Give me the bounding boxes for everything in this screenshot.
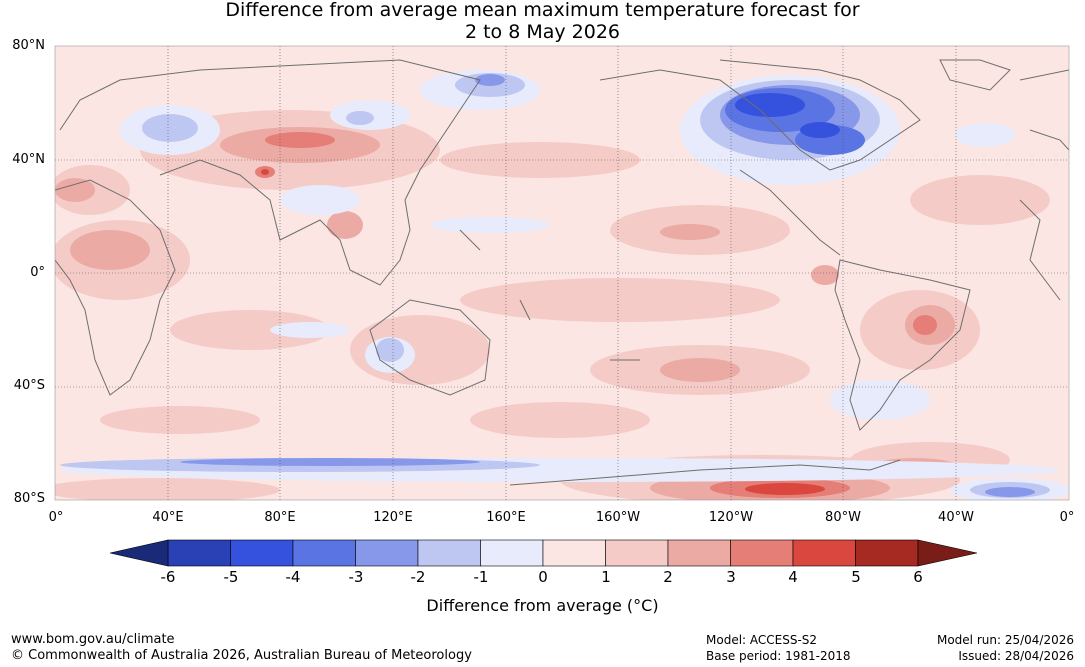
colorbar-tick-minus-1: -1: [473, 568, 489, 586]
lon-label-80w: 80°W: [825, 510, 861, 525]
map-frame: [54, 45, 1070, 501]
lon-label-160e: 160°E: [486, 510, 526, 525]
colorbar-cell: [480, 539, 544, 567]
colorbar-cell: [792, 539, 856, 567]
chart-title-line-1: Difference from average mean maximum tem…: [225, 0, 860, 21]
colorbar-tick-0: 0: [538, 568, 548, 586]
colorbar-tick-5: 5: [851, 568, 861, 586]
colorbar-cell: [667, 539, 731, 567]
colorbar-tick-minus-3: -3: [348, 568, 364, 586]
lon-label-0-left: 0°: [48, 510, 64, 525]
footer-copyright: © Commonwealth of Australia 2026, Austra…: [11, 648, 472, 663]
lat-label-80n: 80°N: [12, 38, 45, 53]
colorbar-cell: [730, 539, 794, 567]
footer-model: Model: ACCESS-S2: [706, 633, 818, 647]
footer-model-run: Model run: 25/04/2026: [936, 633, 1074, 647]
colorbar-cell: [167, 539, 231, 567]
footer-base-period: Base period: 1981-2018: [706, 649, 851, 663]
colorbar-cell: [230, 539, 294, 567]
colorbar-tick-1: 1: [601, 568, 611, 586]
colorbar-cell: [855, 539, 919, 567]
colorbar-tick-minus-4: -4: [285, 568, 301, 586]
colorbar-cell: [542, 539, 606, 567]
colorbar-tick-minus-6: -6: [160, 568, 176, 586]
colorbar-cell: [292, 539, 356, 567]
lat-label-80s: 80°S: [13, 491, 45, 506]
lon-label-120w: 120°W: [708, 510, 754, 525]
colorbar-min-extend-arrow: [109, 539, 169, 567]
footer-website: www.bom.gov.au/climate: [11, 632, 175, 647]
lon-label-40e: 40°E: [152, 510, 184, 525]
colorbar-tick-minus-2: -2: [410, 568, 426, 586]
map-field: [55, 46, 1069, 500]
lon-label-0-right: 0°: [1059, 510, 1075, 525]
colorbar-tick-3: 3: [726, 568, 736, 586]
colorbar-max-extend-arrow: [917, 539, 978, 567]
lon-label-160w: 160°W: [595, 510, 641, 525]
lat-label-40n: 40°N: [12, 152, 45, 167]
colorbar-tick-4: 4: [788, 568, 798, 586]
lon-label-80e: 80°E: [264, 510, 296, 525]
colorbar-cell: [417, 539, 481, 567]
colorbar-label: Difference from average (°C): [426, 596, 659, 615]
graticule: [55, 46, 1069, 500]
chart-title-line-2: 2 to 8 May 2026: [464, 21, 621, 43]
lon-label-40w: 40°W: [938, 510, 974, 525]
coastlines: [55, 59, 1069, 486]
colorbar-cells: [167, 539, 919, 567]
lat-label-40s: 40°S: [13, 378, 45, 393]
lat-label-0: 0°: [30, 265, 45, 280]
colorbar-cell: [605, 539, 669, 567]
colorbar-tick-minus-5: -5: [223, 568, 239, 586]
lon-label-120e: 120°E: [373, 510, 413, 525]
footer-issued: Issued: 28/04/2026: [958, 649, 1074, 663]
colorbar-tick-6: 6: [913, 568, 923, 586]
colorbar-tick-2: 2: [663, 568, 673, 586]
colorbar-cell: [355, 539, 419, 567]
anomaly-minus-5-to-minus-4-regions: [735, 93, 840, 138]
